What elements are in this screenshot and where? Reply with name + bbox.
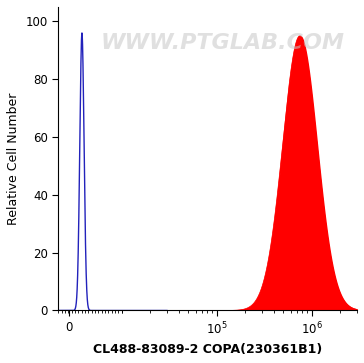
X-axis label: CL488-83089-2 COPA(230361B1): CL488-83089-2 COPA(230361B1) [93,343,322,356]
Y-axis label: Relative Cell Number: Relative Cell Number [7,93,20,225]
Text: WWW.PTGLAB.COM: WWW.PTGLAB.COM [100,33,345,53]
